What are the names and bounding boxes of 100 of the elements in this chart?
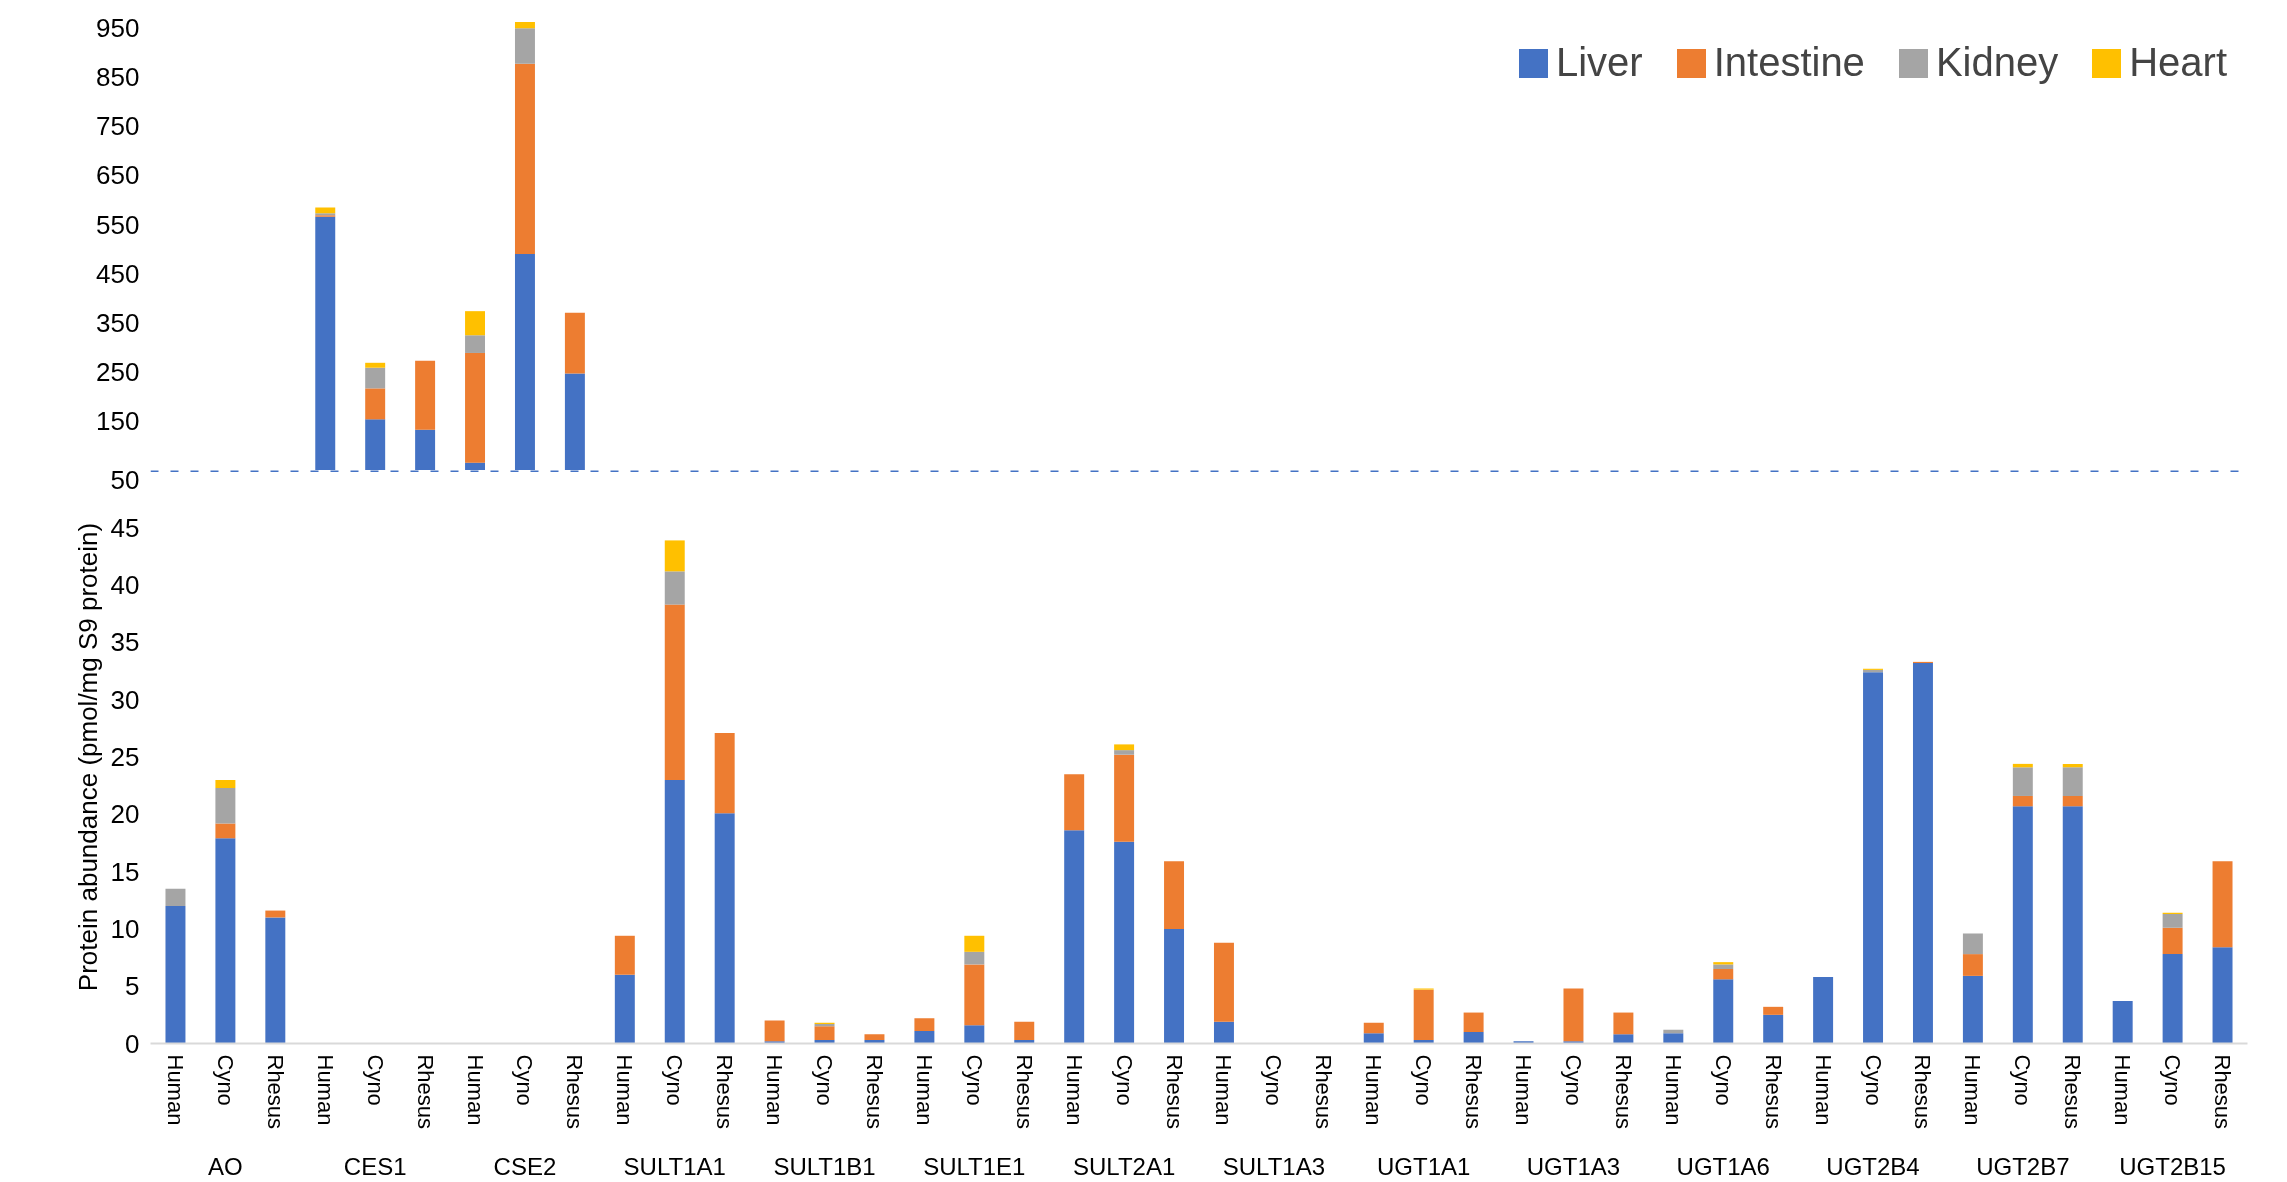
bar <box>514 21 535 29</box>
bar <box>1114 744 1135 751</box>
y-tick-label: 10 <box>110 913 140 944</box>
bar <box>2162 927 2183 955</box>
x-tick-label: Cyno <box>1411 1054 1437 1106</box>
bar <box>614 935 635 975</box>
bar <box>165 888 186 906</box>
y-tick-label: 0 <box>125 1028 140 1059</box>
bar <box>1713 969 1734 980</box>
bar <box>514 63 535 255</box>
y-tick-label: 50 <box>110 464 140 495</box>
bar <box>1863 672 1884 1044</box>
x-tick-label: Rhesus <box>1760 1054 1786 1130</box>
y-tick-label: 40 <box>110 570 140 601</box>
bar <box>1064 774 1085 831</box>
bar <box>714 813 735 1044</box>
x-tick-label: Cyno <box>961 1054 987 1106</box>
bar <box>215 787 236 824</box>
bar <box>365 362 386 368</box>
text: CES1 <box>343 1152 407 1180</box>
bar <box>664 604 685 780</box>
x-tick-label: Human <box>1511 1054 1537 1126</box>
bar <box>964 935 985 952</box>
bar <box>1164 928 1185 1044</box>
bar <box>1763 1006 1784 1015</box>
x-tick-label: Rhesus <box>1910 1054 1936 1130</box>
bar <box>1014 1021 1035 1041</box>
bar <box>1962 954 1983 976</box>
bar <box>1563 988 1584 1042</box>
text: UGT2B15 <box>2119 1152 2226 1180</box>
bar <box>2012 795 2033 807</box>
bar <box>165 905 186 1044</box>
bar <box>1763 1014 1784 1044</box>
bar <box>1213 942 1234 1022</box>
x-tick-label: Human <box>1061 1054 1087 1126</box>
text: SULT1E1 <box>923 1152 1026 1180</box>
bar <box>914 1030 935 1044</box>
bar <box>2062 806 2083 1044</box>
x-tick-label: Human <box>1960 1054 1986 1126</box>
y-tick-label: 5 <box>125 971 140 1002</box>
x-tick-label: Human <box>911 1054 937 1126</box>
x-tick-label: Rhesus <box>861 1054 887 1130</box>
bar <box>215 838 236 1044</box>
x-tick-label: Rhesus <box>1461 1054 1487 1130</box>
y-tick-label: 25 <box>110 742 140 772</box>
bar <box>814 1026 835 1041</box>
y-tick-label: 550 <box>96 209 140 240</box>
bar <box>2162 914 2183 928</box>
x-tick-label: Rhesus <box>1161 1054 1187 1130</box>
x-tick-label: Cyno <box>362 1054 388 1106</box>
bar <box>564 312 585 374</box>
x-tick-label: Cyno <box>2160 1054 2186 1106</box>
legend-label: Intestine <box>1713 40 1865 85</box>
x-tick-label: Human <box>612 1054 638 1126</box>
text: SULT1A3 <box>1222 1152 1326 1180</box>
bar <box>864 1034 885 1041</box>
bar <box>265 917 286 1044</box>
y-tick-label: 950 <box>96 12 140 43</box>
x-tick-label: Human <box>1211 1054 1237 1126</box>
bar <box>215 823 236 839</box>
x-tick-label: Rhesus <box>262 1054 288 1130</box>
x-tick-label: Human <box>162 1054 188 1126</box>
legend-label: Liver <box>1555 40 1643 85</box>
text: UGT1A1 <box>1377 1152 1471 1180</box>
bar <box>964 964 985 1026</box>
bar <box>2012 767 2033 796</box>
text: SULT1B1 <box>773 1152 876 1180</box>
x-tick-label: Rhesus <box>1311 1054 1337 1130</box>
bar <box>764 1020 785 1042</box>
y-tick-label: 250 <box>96 357 140 388</box>
bar <box>1114 841 1135 1044</box>
text: SULT1A1 <box>623 1152 726 1180</box>
bar <box>664 779 685 1044</box>
text: UGT1A3 <box>1526 1152 1621 1180</box>
x-tick-label: Cyno <box>1860 1054 1886 1106</box>
bar <box>415 360 436 430</box>
x-tick-label: Cyno <box>1111 1054 1137 1106</box>
bar <box>1363 1022 1384 1034</box>
bar <box>1463 1012 1484 1033</box>
bar <box>514 28 535 64</box>
x-tick-label: Rhesus <box>1011 1054 1037 1130</box>
bar <box>1114 754 1135 842</box>
bar <box>2112 1001 2133 1044</box>
x-tick-label: Rhesus <box>562 1054 588 1130</box>
legend-label: Kidney <box>1935 40 2059 85</box>
bar <box>1813 977 1834 1044</box>
bar <box>2212 861 2233 948</box>
bar <box>1114 750 1135 755</box>
text: AO <box>208 1152 243 1180</box>
bar <box>2012 806 2033 1044</box>
y-tick-label: 20 <box>110 799 140 830</box>
x-tick-label: Cyno <box>1261 1054 1287 1106</box>
y-tick-label: 850 <box>96 62 140 93</box>
x-tick-label: Rhesus <box>712 1054 738 1130</box>
x-tick-label: Human <box>762 1054 788 1126</box>
bar <box>2212 947 2233 1044</box>
text: CSE2 <box>493 1152 557 1180</box>
y-tick-label: 750 <box>96 111 140 142</box>
y-tick-label: 650 <box>96 160 140 191</box>
y-tick-label: 350 <box>96 307 140 338</box>
